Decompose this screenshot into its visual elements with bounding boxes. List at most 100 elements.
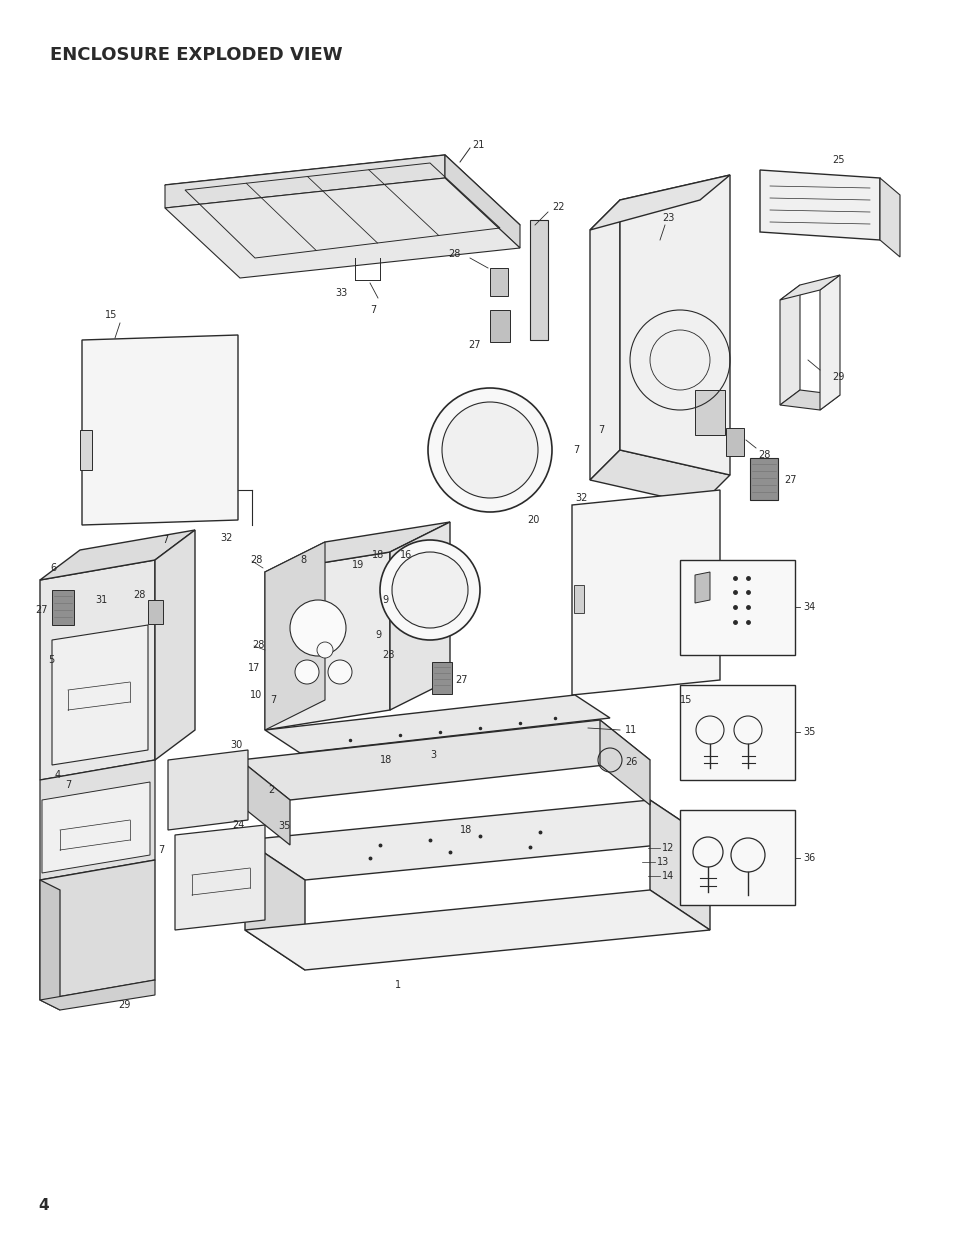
Polygon shape <box>780 390 840 410</box>
Polygon shape <box>40 981 154 1010</box>
Text: 4: 4 <box>38 1198 49 1213</box>
Ellipse shape <box>347 594 369 630</box>
Polygon shape <box>168 750 248 830</box>
Text: 31: 31 <box>95 595 107 605</box>
Text: 27: 27 <box>783 475 796 485</box>
Polygon shape <box>165 156 519 258</box>
Text: 29: 29 <box>831 372 843 382</box>
Polygon shape <box>390 522 450 710</box>
Text: 35: 35 <box>277 821 290 831</box>
Text: 7: 7 <box>158 845 164 855</box>
Text: 7: 7 <box>65 781 71 790</box>
Polygon shape <box>265 552 390 730</box>
Bar <box>490 268 507 296</box>
Circle shape <box>328 659 352 684</box>
Polygon shape <box>40 559 154 781</box>
Text: 28: 28 <box>381 650 394 659</box>
Bar <box>80 430 91 471</box>
Circle shape <box>290 600 346 656</box>
Text: 9: 9 <box>375 630 381 640</box>
Text: 7: 7 <box>598 425 603 435</box>
Text: 23: 23 <box>661 212 674 224</box>
Text: 18: 18 <box>459 825 472 835</box>
Text: 20: 20 <box>526 515 538 525</box>
Bar <box>148 600 163 624</box>
Bar <box>52 590 74 625</box>
Text: 28: 28 <box>250 555 262 564</box>
Polygon shape <box>40 881 60 1010</box>
Bar <box>679 685 794 781</box>
Text: 19: 19 <box>352 559 364 571</box>
Text: 16: 16 <box>399 550 412 559</box>
Polygon shape <box>265 542 325 730</box>
Text: 17: 17 <box>248 663 260 673</box>
Polygon shape <box>619 175 729 475</box>
Circle shape <box>441 403 537 498</box>
Polygon shape <box>589 200 619 480</box>
Polygon shape <box>240 760 290 845</box>
Text: 28: 28 <box>132 590 145 600</box>
Polygon shape <box>245 890 709 969</box>
Circle shape <box>316 642 333 658</box>
Polygon shape <box>165 178 519 278</box>
Circle shape <box>379 540 479 640</box>
Bar <box>749 458 778 500</box>
Text: 24: 24 <box>232 820 244 830</box>
Polygon shape <box>572 490 720 695</box>
Polygon shape <box>82 335 237 525</box>
Polygon shape <box>820 275 840 410</box>
Bar <box>725 429 743 456</box>
Polygon shape <box>265 695 609 753</box>
Text: 28: 28 <box>758 450 770 459</box>
Polygon shape <box>165 156 444 207</box>
Text: 27: 27 <box>35 605 48 615</box>
Text: 21: 21 <box>472 140 484 149</box>
Text: 26: 26 <box>624 757 637 767</box>
Circle shape <box>428 388 552 513</box>
Text: 25: 25 <box>831 156 843 165</box>
Text: 30: 30 <box>230 740 242 750</box>
Text: 18: 18 <box>379 755 392 764</box>
Polygon shape <box>599 720 649 805</box>
Text: 28: 28 <box>252 640 264 650</box>
Text: 7: 7 <box>573 445 578 454</box>
Text: 15: 15 <box>105 310 117 320</box>
Text: 35: 35 <box>802 727 815 737</box>
Text: 36: 36 <box>802 853 815 863</box>
Text: 6: 6 <box>50 563 56 573</box>
Polygon shape <box>245 840 305 969</box>
Text: 22: 22 <box>552 203 564 212</box>
Text: 34: 34 <box>802 601 815 613</box>
Text: 11: 11 <box>624 725 637 735</box>
Polygon shape <box>780 275 840 300</box>
Text: 32: 32 <box>220 534 233 543</box>
Polygon shape <box>174 825 265 930</box>
Polygon shape <box>40 760 154 881</box>
Text: 5: 5 <box>48 655 54 664</box>
Text: 32: 32 <box>575 493 587 503</box>
Text: ENCLOSURE EXPLODED VIEW: ENCLOSURE EXPLODED VIEW <box>50 46 342 64</box>
Bar <box>679 810 794 905</box>
Text: 10: 10 <box>250 690 262 700</box>
Text: 7: 7 <box>370 305 375 315</box>
Text: 4: 4 <box>55 769 61 781</box>
Polygon shape <box>240 720 649 800</box>
Text: 13: 13 <box>657 857 669 867</box>
Text: 14: 14 <box>661 871 674 881</box>
Bar <box>695 390 724 435</box>
Circle shape <box>294 659 318 684</box>
Text: 12: 12 <box>661 844 674 853</box>
Polygon shape <box>444 156 519 248</box>
Bar <box>432 662 452 694</box>
Polygon shape <box>695 572 709 603</box>
Bar <box>530 220 547 340</box>
Bar <box>679 559 794 655</box>
Text: 33: 33 <box>335 288 347 298</box>
Polygon shape <box>40 860 154 1000</box>
Bar <box>574 585 583 613</box>
Text: 27: 27 <box>455 676 467 685</box>
Text: 3: 3 <box>430 750 436 760</box>
Polygon shape <box>879 178 899 257</box>
Ellipse shape <box>347 622 369 657</box>
Polygon shape <box>265 522 450 572</box>
